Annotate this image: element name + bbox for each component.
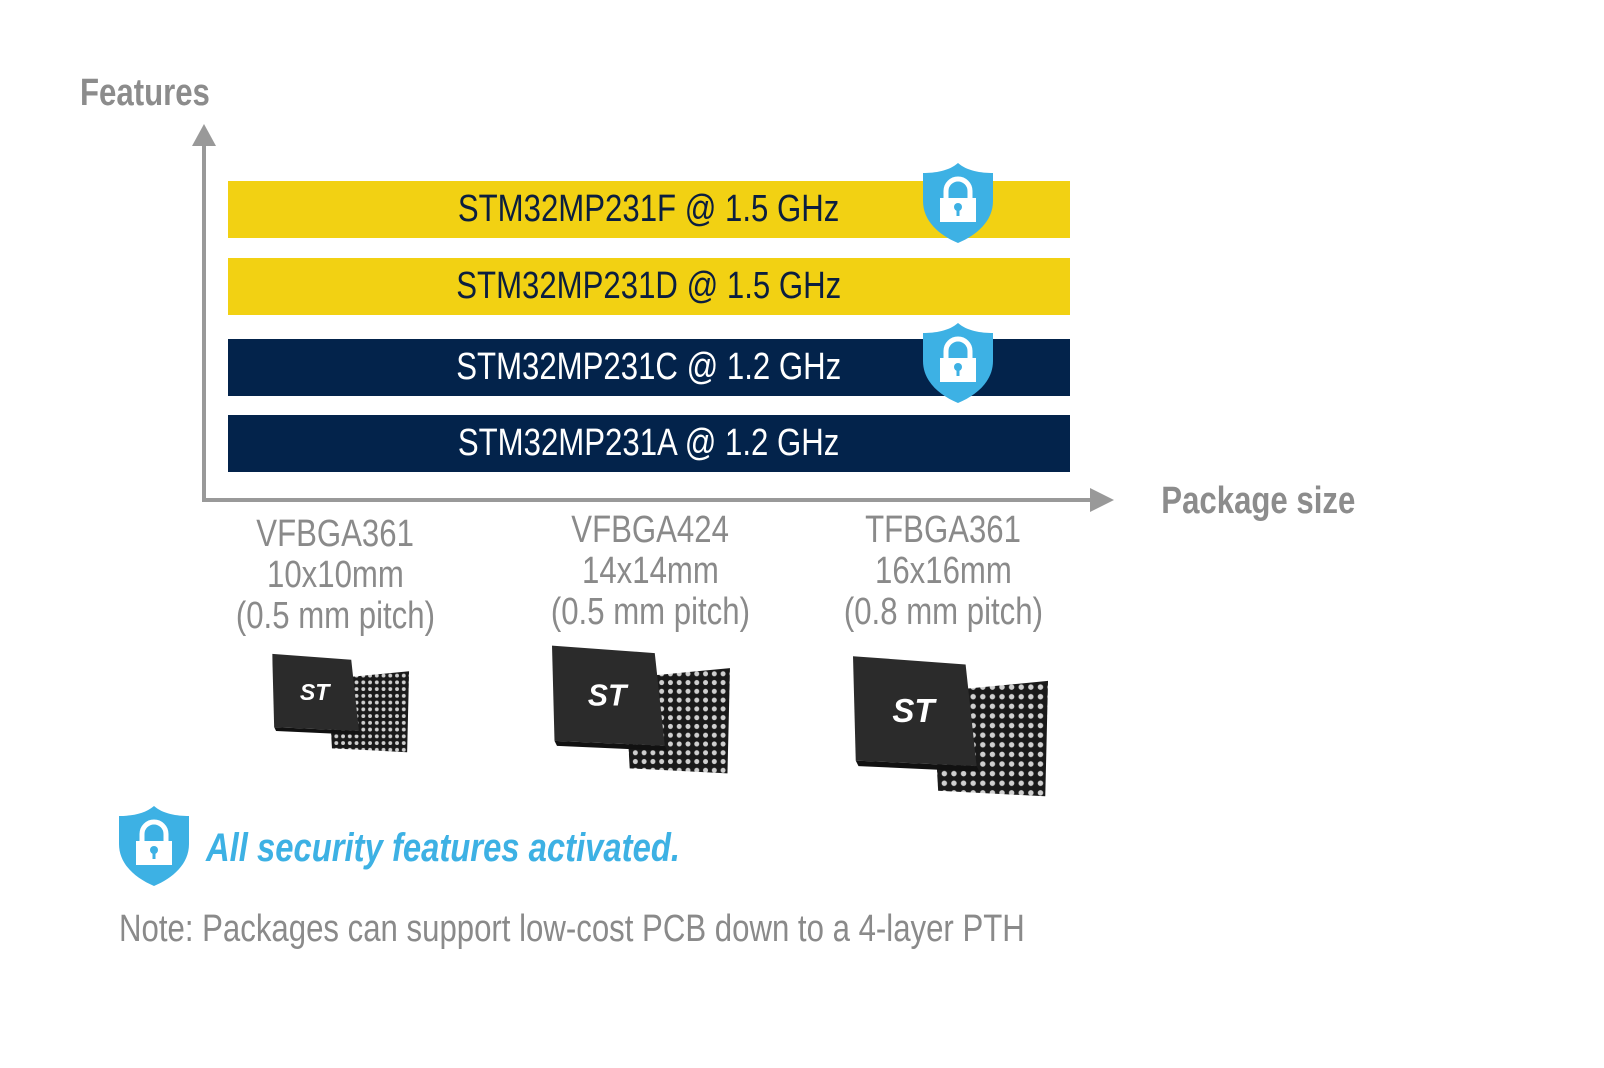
chip-image-tfbga361 <box>853 650 1059 808</box>
chip-image-vfbga361 <box>272 652 417 758</box>
chip-image-vfbga424 <box>552 638 740 786</box>
shield-lock-icon <box>921 323 995 403</box>
shield-lock-icon <box>921 163 995 243</box>
legend-text: All security features activated. <box>206 826 680 870</box>
bar-stm32mp231d: STM32MP231D @ 1.5 GHz <box>228 258 1070 315</box>
bar-stm32mp231a: STM32MP231A @ 1.2 GHz <box>228 415 1070 472</box>
y-axis-arrow <box>192 124 216 146</box>
package-vfbga424: VFBGA424 14x14mm (0.5 mm pitch) <box>550 509 750 633</box>
package-tfbga361: TFBGA361 16x16mm (0.8 mm pitch) <box>843 509 1043 633</box>
note-text: Note: Packages can support low-cost PCB … <box>119 908 1025 950</box>
y-axis-label: Features <box>80 72 210 114</box>
legend-shield-lock-icon <box>117 806 191 886</box>
x-axis-arrow <box>1090 488 1114 512</box>
x-axis-label: Package size <box>1161 480 1356 522</box>
package-vfbga361: VFBGA361 10x10mm (0.5 mm pitch) <box>235 513 435 637</box>
